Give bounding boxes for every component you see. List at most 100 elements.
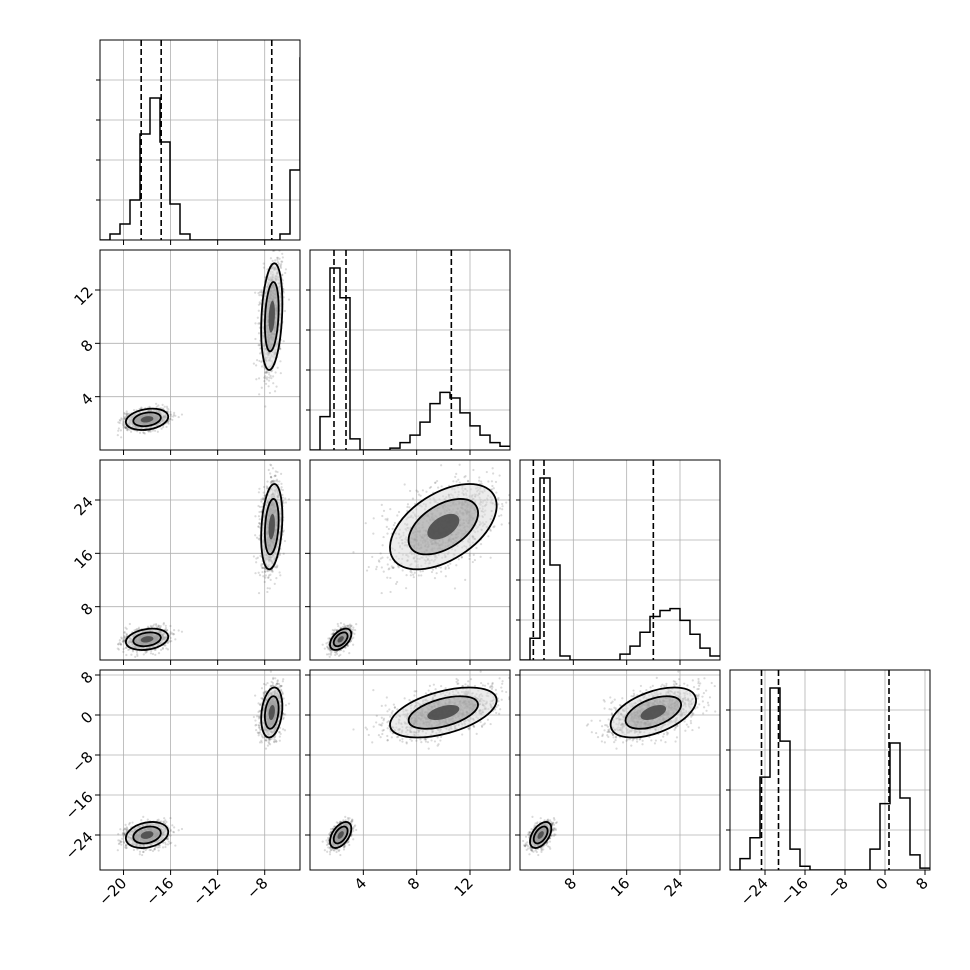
sample-point (133, 629, 136, 632)
sample-point (180, 630, 184, 633)
histogram-step (730, 687, 930, 870)
sample-point (252, 555, 255, 558)
sample-point (267, 385, 270, 388)
sample-point (275, 385, 278, 388)
sample-point (278, 347, 282, 350)
histogram-step (520, 477, 720, 660)
scatter-panel (305, 459, 511, 665)
sample-point (258, 522, 261, 525)
sample-point (169, 631, 172, 634)
sample-point (266, 590, 269, 594)
sample-point (257, 332, 261, 335)
sample-point (257, 246, 259, 248)
density-contour (268, 300, 275, 333)
sample-point (274, 470, 277, 473)
sample-point (270, 377, 273, 380)
sample-point (132, 408, 136, 412)
sample-point (334, 653, 337, 657)
sample-point (279, 266, 283, 269)
sample-point (270, 480, 273, 484)
sample-point (128, 622, 131, 626)
sample-point (162, 622, 165, 625)
sample-point (157, 624, 160, 628)
sample-point (269, 481, 272, 484)
sample-point (258, 321, 261, 325)
sample-point (117, 427, 120, 430)
sample-point (270, 369, 274, 372)
sample-point (120, 643, 123, 646)
sample-point (169, 418, 172, 421)
sample-point (281, 256, 284, 259)
sample-point (122, 640, 125, 643)
sample-point (271, 479, 274, 483)
sample-point (127, 648, 130, 652)
sample-point (134, 628, 137, 632)
sample-point (256, 316, 259, 319)
sample-point (343, 625, 346, 628)
sample-point (264, 382, 268, 385)
sample-point (118, 639, 121, 642)
sample-point (255, 359, 259, 362)
sample-point (258, 538, 261, 541)
sample-point (147, 430, 150, 433)
sample-point (177, 629, 180, 632)
sample-point (166, 641, 170, 644)
x-tick-label: −8 (823, 874, 851, 902)
sample-point (125, 412, 129, 415)
sample-point (137, 626, 141, 629)
sample-point (262, 491, 265, 494)
sample-point (123, 631, 126, 634)
sample-point (264, 375, 267, 378)
sample-point (271, 259, 274, 262)
sample-point (273, 565, 277, 569)
sample-point (329, 653, 333, 656)
sample-point (281, 260, 284, 263)
y-tick-label: 8 (77, 600, 96, 619)
sample-point (123, 411, 126, 415)
density-contour (140, 416, 154, 423)
panel-frame (99, 249, 301, 451)
sample-point (273, 582, 276, 585)
sample-point (274, 479, 277, 482)
y-tick-label: 24 (70, 493, 96, 519)
sample-point (254, 291, 257, 294)
sample-point (348, 652, 351, 655)
sample-point (157, 624, 160, 627)
sample-point (254, 322, 257, 325)
sample-point (173, 411, 176, 414)
sample-point (153, 623, 156, 626)
sample-point (269, 472, 272, 475)
sample-point (269, 573, 272, 576)
sample-point (146, 625, 150, 628)
sample-point (271, 481, 274, 484)
sample-point (160, 427, 163, 430)
sample-point (328, 647, 331, 650)
sample-point (263, 494, 266, 497)
sample-point (119, 419, 122, 422)
histogram-step (100, 57, 300, 240)
sample-point (159, 648, 163, 651)
sample-point (282, 529, 285, 532)
sample-point (265, 485, 268, 488)
histogram-panel (96, 39, 301, 245)
sample-point (274, 474, 277, 478)
sample-point (265, 378, 269, 381)
sample-point (271, 467, 275, 470)
sample-point (135, 627, 138, 631)
sample-point (258, 301, 261, 304)
sample-point (120, 636, 123, 639)
sample-point (268, 587, 271, 590)
sample-point (142, 431, 145, 435)
sample-point (259, 347, 262, 350)
sample-point (278, 553, 281, 556)
sample-point (157, 404, 160, 407)
sample-point (169, 624, 172, 628)
sample-point (268, 373, 271, 376)
sample-point (123, 637, 126, 640)
sample-point (264, 371, 267, 374)
sample-point (269, 463, 272, 466)
sample-point (276, 565, 279, 568)
sample-point (145, 650, 148, 653)
